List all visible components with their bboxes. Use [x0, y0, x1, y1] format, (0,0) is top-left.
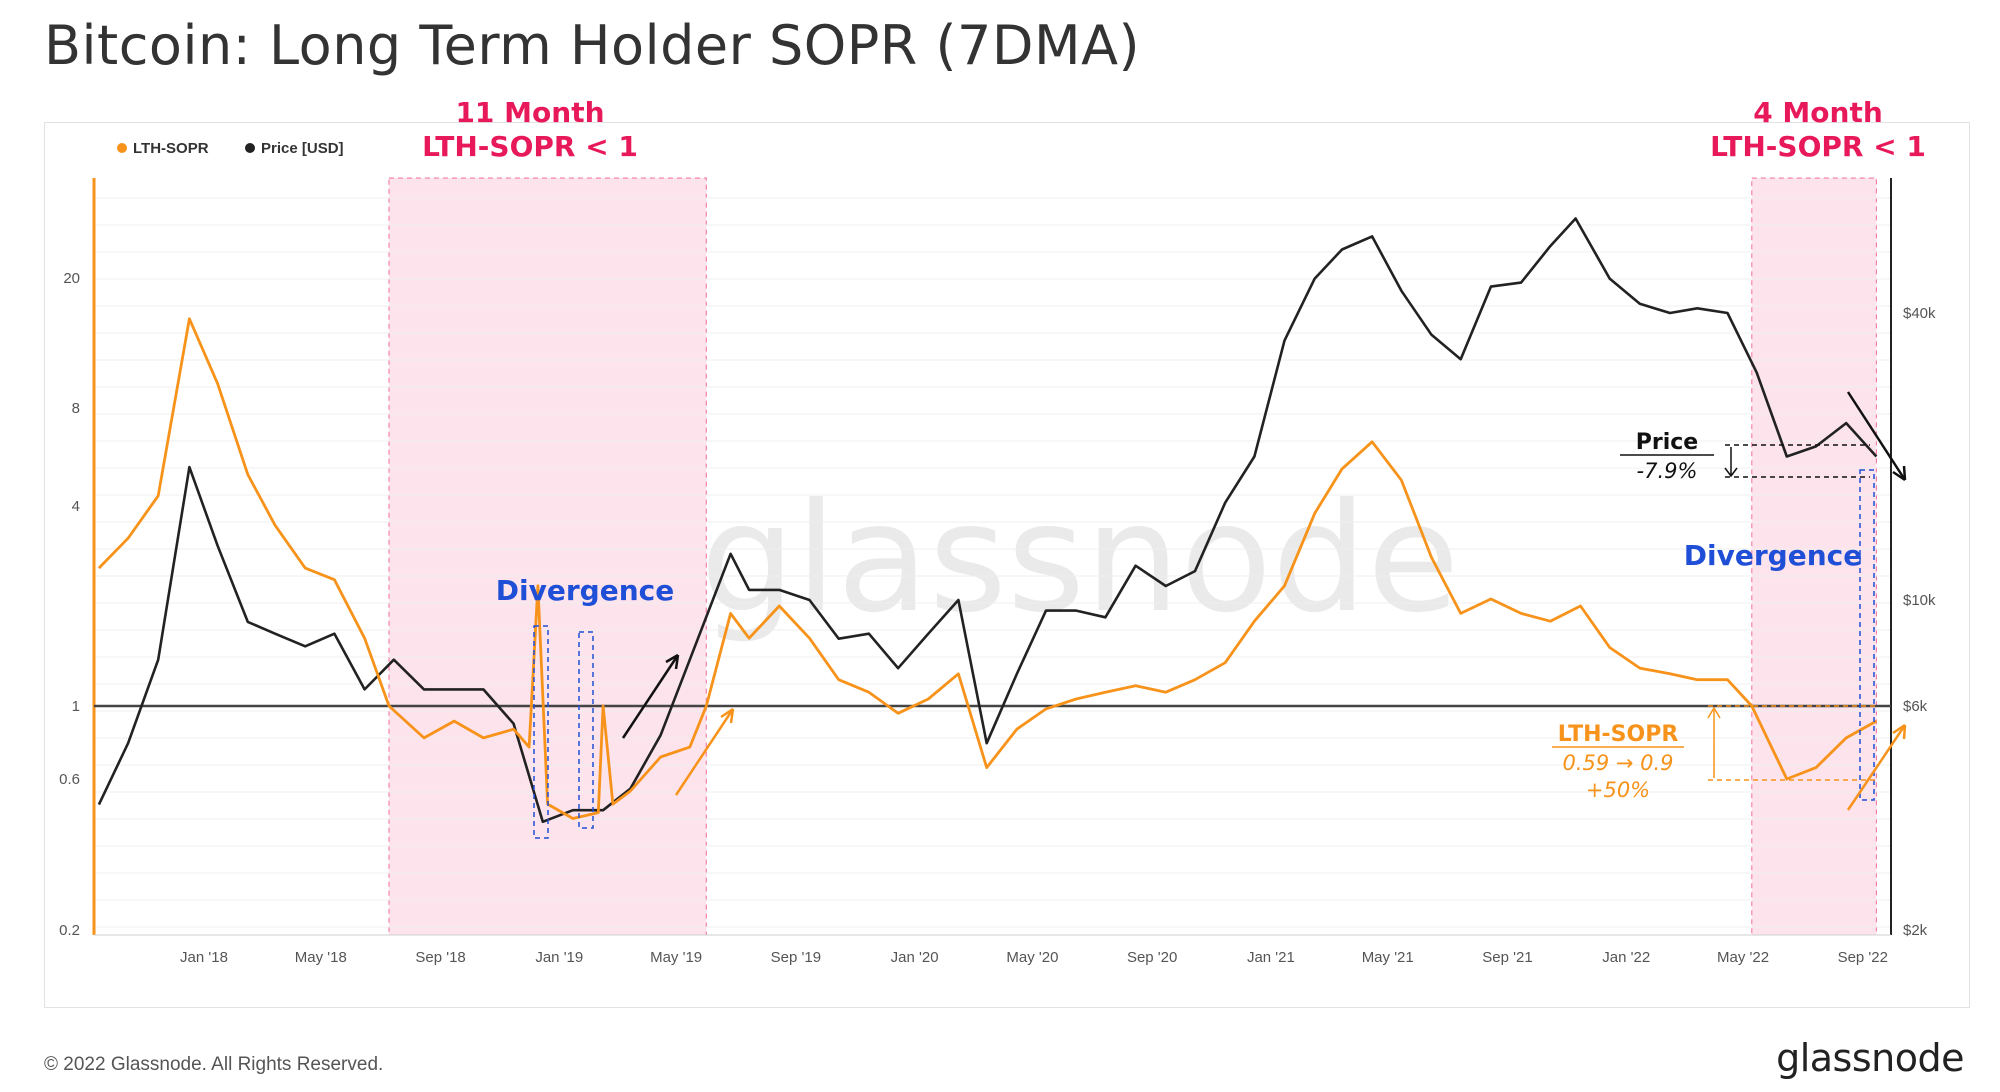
right-period-line1: 4 Month: [1753, 96, 1883, 129]
left-period-line1: 11 Month: [455, 96, 604, 129]
grid-lines: [94, 197, 1891, 928]
divergence-left-label: Divergence: [496, 574, 674, 607]
arrow-sopr-up-right: [1846, 723, 1907, 811]
x-tick-label: May '22: [1717, 949, 1769, 966]
price-change-annotation: Price -7.9%: [1620, 430, 1870, 483]
x-tick-label: Sep '19: [771, 949, 821, 966]
right-axis-ticks: $40k $10k $6k $2k: [1903, 305, 1936, 939]
arrow-price-down-right: [1846, 391, 1907, 482]
left-tick-label: 4: [72, 498, 80, 515]
chart-frame: [44, 122, 1970, 1008]
series-line-price: [97, 217, 1878, 824]
x-tick-label: Sep '20: [1127, 949, 1177, 966]
right-period-line2: LTH-SOPR < 1: [1710, 130, 1926, 163]
legend: LTH-SOPR Price [USD]: [117, 140, 344, 157]
sopr-change-range: 0.59 → 0.9: [1562, 751, 1673, 775]
left-tick-label: 20: [63, 270, 80, 287]
x-tick-label: Jan '21: [1247, 949, 1295, 966]
x-tick-label: May '20: [1006, 949, 1058, 966]
legend-label-sopr: LTH-SOPR: [133, 140, 209, 157]
shaded-periods: [388, 177, 1877, 936]
left-period-line2: LTH-SOPR < 1: [422, 130, 638, 163]
series-line-lth-sopr: [97, 317, 1878, 820]
right-tick-label: $10k: [1903, 592, 1936, 609]
x-tick-label: Jan '22: [1602, 949, 1650, 966]
brand-logo: glassnode: [1776, 1036, 1964, 1080]
sopr-change-annotation: LTH-SOPR 0.59 → 0.9 +50%: [1552, 705, 1875, 802]
x-tick-label: Sep '22: [1838, 949, 1888, 966]
legend-marker-price: [245, 143, 255, 153]
sopr-change-pct: +50%: [1586, 778, 1650, 802]
divergence-box-2: [578, 631, 594, 829]
page-title: Bitcoin: Long Term Holder SOPR (7DMA): [44, 14, 1141, 77]
x-tick-label: May '21: [1362, 949, 1414, 966]
x-tick-label: Sep '21: [1482, 949, 1532, 966]
right-tick-label: $2k: [1903, 922, 1928, 939]
x-tick-label: Jan '20: [891, 949, 939, 966]
shaded-period-1: [388, 177, 707, 936]
legend-label-price: Price [USD]: [261, 140, 344, 157]
sopr-change-title: LTH-SOPR: [1558, 722, 1679, 747]
left-tick-label: 1: [72, 698, 80, 715]
left-tick-label: 8: [72, 400, 80, 417]
arrow-price-up-left: [621, 653, 680, 739]
watermark: glassnode: [700, 472, 1459, 646]
x-tick-label: May '19: [650, 949, 702, 966]
x-tick-label: Jan '18: [180, 949, 228, 966]
price-change-title: Price: [1636, 430, 1698, 455]
divergence-box-3: [1859, 469, 1875, 801]
legend-marker-sopr: [117, 143, 127, 153]
x-tick-label: May '18: [295, 949, 347, 966]
left-axis-ticks: 20 8 4 1 0.6 0.2: [59, 270, 80, 939]
divergence-box-1: [533, 625, 549, 839]
left-tick-label: 0.2: [59, 922, 80, 939]
shaded-period-2: [1751, 177, 1877, 936]
x-tick-label: Jan '19: [535, 949, 583, 966]
right-tick-label: $40k: [1903, 305, 1936, 322]
arrow-sopr-up-left: [674, 707, 735, 796]
right-tick-label: $6k: [1903, 698, 1928, 715]
price-change-value: -7.9%: [1637, 459, 1698, 483]
left-tick-label: 0.6: [59, 771, 80, 788]
copyright-notice: © 2022 Glassnode. All Rights Reserved.: [44, 1054, 384, 1075]
x-axis-ticks: Jan '18 May '18 Sep '18 Jan '19 May '19 Sep '…: [180, 949, 1888, 966]
x-tick-label: Sep '18: [415, 949, 465, 966]
divergence-right-label: Divergence: [1684, 539, 1862, 572]
